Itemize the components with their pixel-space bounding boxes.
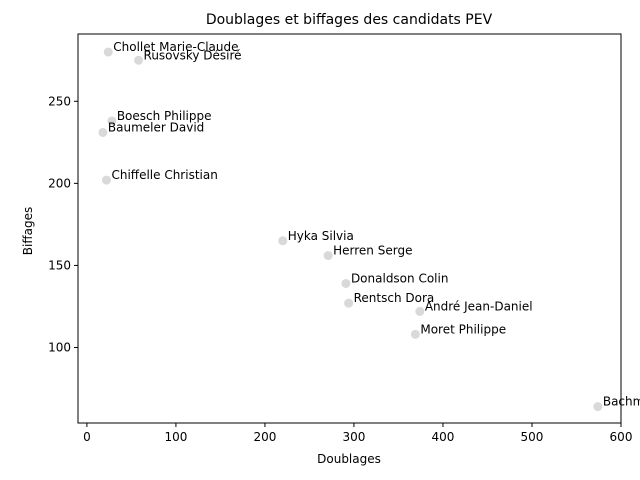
point-label: Baumeler David [108, 120, 204, 134]
y-axis: 100 150 200 250 [48, 94, 78, 354]
data-point [134, 55, 144, 65]
x-axis: 0 100 200 300 400 500 600 [83, 423, 632, 444]
chart-title: Doublages et biffages des candidats PEV [206, 12, 493, 28]
y-tick-label: 100 [48, 340, 71, 354]
point-label: Chiffelle Christian [111, 168, 217, 182]
x-tick-label: 300 [342, 430, 365, 444]
data-point [341, 278, 351, 288]
data-point [344, 298, 354, 308]
x-tick-label: 400 [432, 430, 455, 444]
x-tick-label: 200 [253, 430, 276, 444]
data-point [101, 175, 111, 185]
x-tick-label: 500 [521, 430, 544, 444]
x-tick-label: 600 [610, 430, 633, 444]
data-point [98, 127, 108, 137]
data-point [415, 306, 425, 316]
x-tick-label: 100 [164, 430, 187, 444]
y-tick-label: 150 [48, 258, 71, 272]
point-label: Donaldson Colin [351, 271, 449, 285]
point-label: Herren Serge [333, 244, 412, 258]
point-label: Rentsch Dora [354, 291, 435, 305]
point-label: Boesch Philippe [117, 109, 212, 123]
data-point [323, 251, 333, 261]
data-point [107, 116, 117, 126]
point-label: Rusovsky Désiré [144, 48, 242, 62]
y-axis-label: Biffages [21, 207, 35, 255]
x-axis-label: Doublages [317, 452, 381, 466]
y-tick-label: 250 [48, 94, 71, 108]
point-label: Chollet Marie-Claude [113, 40, 238, 54]
axes-frame [77, 33, 622, 424]
x-tick-label: 0 [83, 430, 91, 444]
data-point [103, 47, 113, 57]
point-label: Moret Philippe [420, 322, 506, 336]
point-label: Hyka Silvia [288, 229, 354, 243]
y-tick-label: 200 [48, 176, 71, 190]
point-label: André Jean-Daniel [425, 299, 533, 313]
data-point [410, 329, 420, 339]
data-point [278, 236, 288, 246]
data-point [593, 402, 603, 412]
